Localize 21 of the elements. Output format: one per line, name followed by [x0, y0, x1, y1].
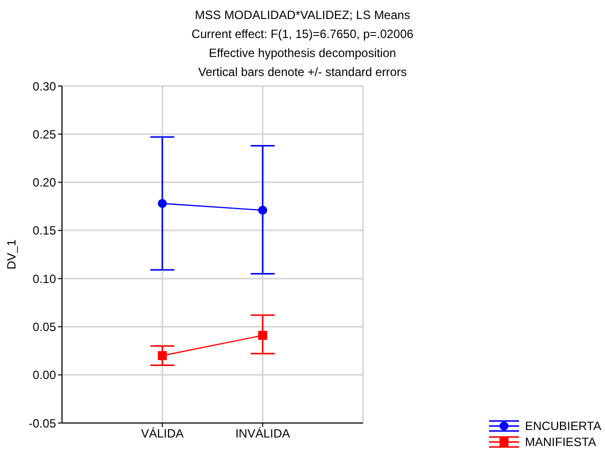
y-axis-title: DV_1 [4, 239, 18, 270]
x-tick-label: VÁLIDA [140, 426, 184, 441]
y-tick-label: 0.20 [32, 176, 56, 190]
point [258, 206, 268, 215]
legend-label: ENCUBIERTA [525, 419, 602, 433]
y-tick-label: 0.00 [32, 368, 56, 382]
y-tick-label: 0.05 [32, 320, 56, 334]
point [158, 198, 167, 208]
legend-label: MANIFIESTA [525, 435, 596, 449]
y-tick-label: 0.10 [32, 272, 56, 286]
chart-title: MSS MODALIDAD*VALIDEZ; LS Means [194, 7, 412, 24]
text: Effective hypothesis decomposition [208, 45, 398, 62]
y-tick-label: 0.15 [32, 224, 56, 238]
y-tick-label: -0.05 [28, 416, 56, 430]
text: Vertical bars denote +/- standard errors [198, 65, 407, 79]
chart-subtitle: Current effect: F(1, 15)=6.7650, p=.02006 [190, 26, 414, 43]
y-tick-label: 0.30 [32, 79, 56, 94]
y-tick-label: 0.25 [32, 127, 56, 142]
point [158, 351, 167, 360]
x-tick-label: INVÁLIDA [235, 426, 290, 441]
point [258, 330, 268, 340]
